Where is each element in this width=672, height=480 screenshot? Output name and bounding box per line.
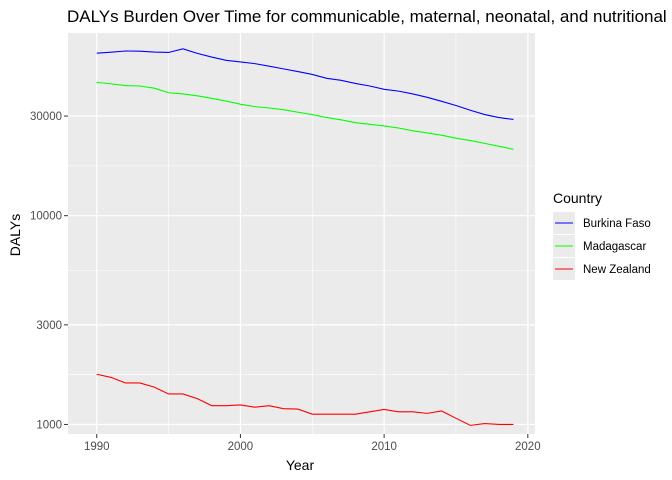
gridlines [68, 33, 535, 434]
legend-label: Madagascar [583, 241, 646, 253]
legend-item: Burkina Faso [553, 212, 651, 234]
x-tick-label: 2010 [371, 441, 397, 453]
series-lines [96, 48, 514, 426]
plot-panel [68, 33, 535, 434]
legend-item: New Zealand [553, 258, 651, 280]
legend-label: Burkina Faso [583, 218, 651, 230]
y-axis: 1000 3000 10000 30000 [30, 111, 68, 431]
series-line-new-zealand [96, 373, 514, 426]
legend-label: New Zealand [583, 264, 651, 276]
y-tick-label: 10000 [30, 211, 62, 223]
legend-item: Madagascar [553, 235, 646, 257]
chart-title: DALYs Burden Over Time for communicable,… [67, 7, 672, 26]
series-line-burkina-faso [96, 48, 514, 121]
y-tick-label: 3000 [36, 320, 62, 332]
legend-title: Country [553, 190, 602, 206]
legend: Country Burkina Faso Madagascar New Zealan… [553, 190, 651, 280]
y-tick-label: 30000 [30, 111, 62, 123]
x-axis-title: Year [286, 457, 315, 473]
x-tick-label: 2000 [228, 441, 254, 453]
x-tick-label: 2020 [515, 441, 541, 453]
x-tick-label: 1990 [84, 441, 110, 453]
x-axis: 1990 2000 2010 2020 [84, 434, 541, 453]
y-tick-label: 1000 [36, 419, 62, 431]
series-line-madagascar [96, 81, 514, 150]
y-axis-title: DALYs [7, 214, 23, 257]
